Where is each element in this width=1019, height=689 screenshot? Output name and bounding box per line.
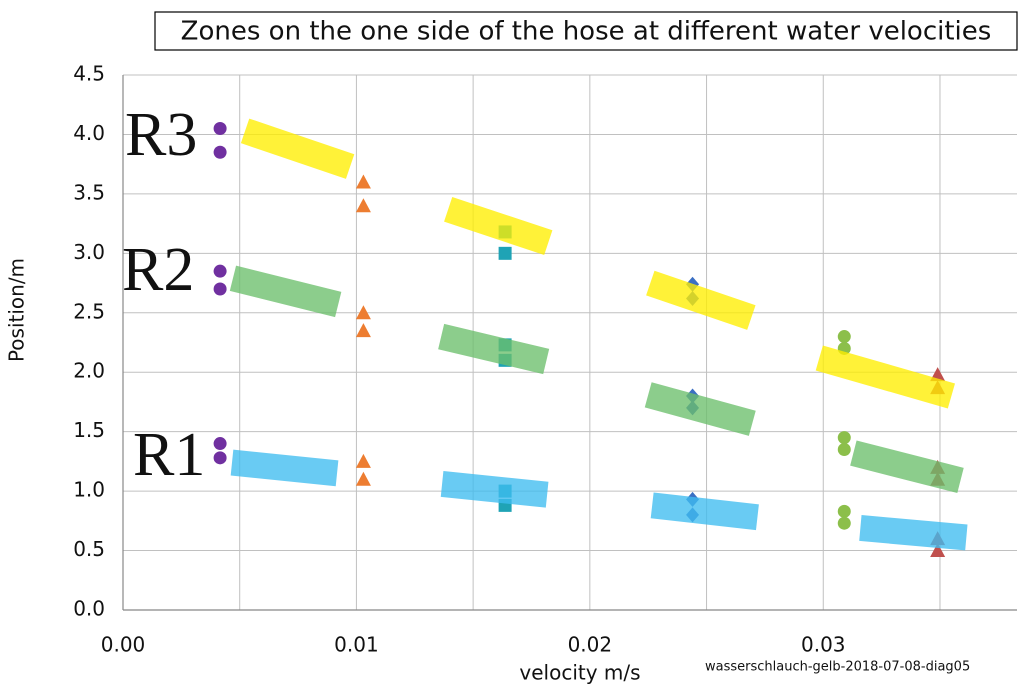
point <box>355 305 371 320</box>
point <box>213 451 227 465</box>
zone-band <box>646 270 756 330</box>
footnote: wasserschlauch-gelb-2018-07-08-diag05 <box>705 660 970 675</box>
point <box>213 437 227 451</box>
zone-band <box>644 382 756 436</box>
y-tick-label: 4.5 <box>73 62 105 86</box>
x-axis-label: velocity m/s <box>519 661 640 685</box>
zone-band <box>859 515 968 551</box>
point <box>837 330 851 344</box>
y-axis-label: Position/m <box>5 258 29 362</box>
title-box <box>154 11 1018 51</box>
y-tick-label: 3.0 <box>73 240 105 264</box>
zone-band <box>815 345 956 409</box>
y-tick-label: 1.0 <box>73 478 105 502</box>
point <box>837 504 851 518</box>
y-tick-label: 4.0 <box>73 121 105 145</box>
point <box>355 453 371 468</box>
zone-band <box>850 440 964 494</box>
point <box>498 246 512 260</box>
zone-label: R3 <box>125 101 197 169</box>
zone-band <box>240 118 355 179</box>
point <box>213 122 227 135</box>
y-tick-label: 0.0 <box>73 597 105 621</box>
point <box>213 282 227 296</box>
y-tick-label: 0.5 <box>73 537 105 561</box>
point <box>355 198 371 213</box>
x-tick-label: 0.00 <box>101 633 146 657</box>
point <box>837 431 851 445</box>
point <box>213 145 227 159</box>
x-tick-label: 0.02 <box>568 633 613 657</box>
point <box>355 323 371 338</box>
point <box>213 264 227 278</box>
y-tick-label: 1.5 <box>73 418 105 442</box>
zone-band <box>650 492 759 531</box>
chart-title: Zones on the one side of the hose at dif… <box>181 17 992 47</box>
point <box>355 174 371 189</box>
point <box>930 543 946 558</box>
y-tick-label: 2.5 <box>73 299 105 323</box>
zone-label: R1 <box>133 421 205 489</box>
x-tick-label: 0.01 <box>334 633 379 657</box>
zone-band <box>229 265 342 318</box>
point <box>837 443 851 456</box>
zone-band <box>438 323 550 375</box>
zone-band <box>440 471 549 508</box>
point <box>837 516 851 530</box>
x-tick-label: 0.03 <box>801 633 846 657</box>
zone-band <box>230 449 339 487</box>
point <box>355 471 371 486</box>
y-tick-label: 2.0 <box>73 359 105 383</box>
zone-label: R2 <box>122 236 194 304</box>
zone-band <box>444 197 553 255</box>
y-tick-label: 3.5 <box>73 180 105 204</box>
